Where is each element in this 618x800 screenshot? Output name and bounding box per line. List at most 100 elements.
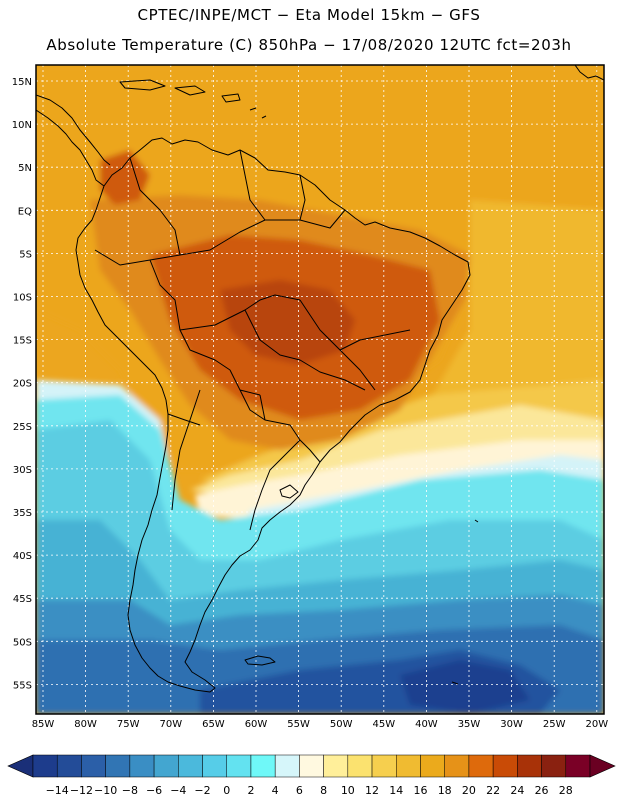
colorbar-swatch bbox=[492, 754, 518, 778]
colorbar-swatch bbox=[323, 754, 349, 778]
colorbar-label: −14 bbox=[46, 784, 69, 797]
lon-label: 75W bbox=[117, 719, 140, 730]
lat-label: 10S bbox=[13, 293, 32, 304]
colorbar-label: −2 bbox=[194, 784, 210, 797]
lon-label: 60W bbox=[245, 719, 268, 730]
lon-label: 50W bbox=[330, 719, 353, 730]
colorbar-swatch bbox=[105, 754, 131, 778]
lon-label: 30W bbox=[500, 719, 523, 730]
falkland-islands bbox=[244, 655, 276, 666]
longitude-labels: 85W 80W 75W 70W 65W 60W 55W 50W 45W 40W 35W 30W 25W 2… bbox=[32, 719, 609, 730]
map-frame bbox=[35, 64, 605, 715]
colorbar-swatch bbox=[250, 754, 276, 778]
lat-label: 15N bbox=[12, 77, 32, 88]
colorbar-label: 0 bbox=[223, 784, 230, 797]
colorbar-swatch bbox=[517, 754, 542, 778]
colorbar-swatch bbox=[32, 754, 58, 778]
colorbar-swatch bbox=[299, 754, 324, 778]
lat-lon-grid bbox=[36, 65, 604, 714]
central-america-coast bbox=[36, 94, 111, 187]
colorbar-label: 8 bbox=[320, 784, 327, 797]
colorbar-label: 24 bbox=[510, 784, 524, 797]
colorbar-swatch bbox=[129, 754, 155, 778]
field-yellow-orange-band bbox=[430, 200, 604, 400]
lon-label: 25W bbox=[543, 719, 566, 730]
lat-label: 10N bbox=[12, 120, 32, 131]
colorbar-swatch bbox=[153, 754, 179, 778]
map-field bbox=[36, 65, 604, 714]
lat-label: 15S bbox=[13, 336, 32, 347]
lon-label: 55W bbox=[287, 719, 310, 730]
colorbar-swatch bbox=[81, 754, 106, 778]
title-line-1: CPTEC/INPE/MCT − Eta Model 15km − GFS bbox=[137, 6, 481, 24]
lon-label: 80W bbox=[74, 719, 97, 730]
title-line-2: Absolute Temperature (C) 850hPa − 17/08/… bbox=[46, 36, 572, 54]
coastlines-and-borders bbox=[36, 65, 604, 693]
latitude-labels: 15N 10N 5N EQ 5S 10S 15S 20S 25S 30S 35S 40S 45S 50S 5… bbox=[12, 77, 32, 691]
colorbar-swatch bbox=[444, 754, 470, 778]
colorbar-label: 10 bbox=[341, 784, 355, 797]
field-dark-red-core bbox=[220, 280, 355, 365]
lon-label: 35W bbox=[458, 719, 481, 730]
colorbar-low-arrow bbox=[7, 754, 34, 778]
lat-label: 20S bbox=[13, 379, 32, 390]
colorbar-label: 4 bbox=[272, 784, 279, 797]
field-andes-warm-spot bbox=[100, 150, 150, 205]
caribbean-islands bbox=[119, 79, 267, 119]
lon-label: 40W bbox=[415, 719, 438, 730]
field-pale-yellow-band bbox=[190, 405, 604, 495]
lat-label: 50S bbox=[13, 637, 32, 648]
lat-label: 25S bbox=[13, 422, 32, 433]
colorbar-label: −8 bbox=[122, 784, 138, 797]
rio-de-la-plata bbox=[279, 484, 299, 499]
colorbar-label: −6 bbox=[146, 784, 162, 797]
lon-label: 65W bbox=[202, 719, 225, 730]
colorbar-label: 22 bbox=[486, 784, 500, 797]
field-cream-band bbox=[195, 440, 604, 520]
colorbar-swatch bbox=[420, 754, 445, 778]
colorbar-label: 2 bbox=[247, 784, 254, 797]
lon-label: 45W bbox=[372, 719, 395, 730]
lat-label: 30S bbox=[13, 465, 32, 476]
colorbar-swatch bbox=[371, 754, 397, 778]
lon-label: 85W bbox=[32, 719, 55, 730]
lat-label: EQ bbox=[18, 206, 32, 217]
south-america-coastline bbox=[75, 137, 471, 693]
field-dark-navy-core bbox=[400, 660, 530, 714]
colorbar-swatch bbox=[347, 754, 373, 778]
country-borders bbox=[94, 149, 411, 531]
colorbar-label: 16 bbox=[413, 784, 427, 797]
lat-label: 45S bbox=[13, 594, 32, 605]
colorbar-swatch bbox=[202, 754, 227, 778]
colorbar-swatch bbox=[565, 754, 591, 778]
colorbar-label: −4 bbox=[170, 784, 186, 797]
colorbar-label: −12 bbox=[70, 784, 93, 797]
colorbar-swatch bbox=[274, 754, 300, 778]
colorbar-label: 6 bbox=[296, 784, 303, 797]
colorbar-swatch bbox=[226, 754, 252, 778]
colorbar-high-arrow bbox=[589, 754, 616, 778]
lat-label: 40S bbox=[13, 551, 32, 562]
lat-label: 5N bbox=[18, 163, 32, 174]
colorbar-swatch bbox=[468, 754, 494, 778]
lat-label: 35S bbox=[13, 508, 32, 519]
colorbar-swatch bbox=[541, 754, 567, 778]
atlantic-islands bbox=[451, 519, 479, 685]
colorbar-label: −10 bbox=[94, 784, 117, 797]
colorbar-label: 18 bbox=[438, 784, 452, 797]
colorbar-swatch bbox=[396, 754, 421, 778]
colorbar-swatch bbox=[56, 754, 82, 778]
lat-label: 55S bbox=[13, 680, 32, 691]
colorbar: −14 −12 −10 −8 −6 −4 −2 0 2 4 6 8 10 12 14 16 18 20 22 24 26… bbox=[7, 754, 616, 797]
colorbar-label: 12 bbox=[365, 784, 379, 797]
colorbar-label: 14 bbox=[389, 784, 403, 797]
africa-coast-edge bbox=[574, 65, 604, 81]
lat-label: 5S bbox=[19, 249, 32, 260]
colorbar-swatch bbox=[178, 754, 203, 778]
colorbar-label: 26 bbox=[535, 784, 549, 797]
lon-label: 20W bbox=[585, 719, 608, 730]
lon-label: 70W bbox=[159, 719, 182, 730]
colorbar-label: 28 bbox=[559, 784, 573, 797]
colorbar-label: 20 bbox=[462, 784, 476, 797]
